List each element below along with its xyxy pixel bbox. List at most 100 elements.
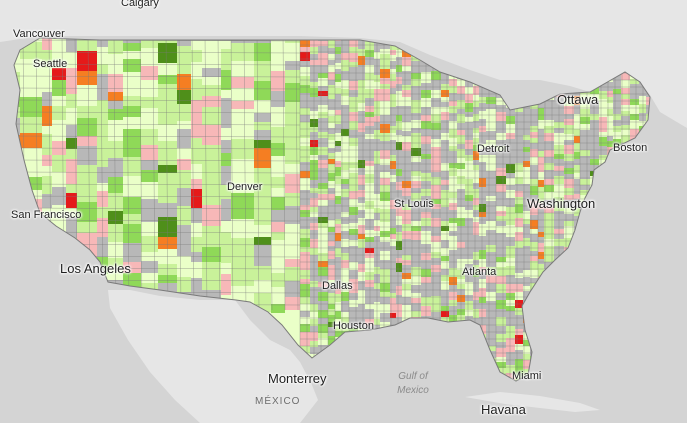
cuba-island bbox=[465, 392, 600, 412]
county-cell bbox=[506, 230, 515, 237]
county-cell bbox=[271, 127, 285, 143]
county-cell bbox=[52, 172, 66, 187]
county-cell bbox=[465, 155, 473, 161]
county-cell bbox=[349, 40, 358, 47]
county-cell bbox=[473, 318, 479, 324]
county-cell bbox=[441, 151, 449, 158]
county-cell bbox=[530, 242, 538, 251]
county-cell bbox=[358, 203, 365, 210]
county-cell bbox=[431, 258, 441, 265]
county-cell bbox=[390, 88, 396, 94]
county-cell bbox=[20, 117, 42, 133]
county-cell bbox=[254, 225, 271, 237]
county-cell bbox=[254, 130, 271, 140]
county-cell bbox=[396, 150, 402, 155]
county-cell bbox=[496, 184, 506, 192]
county-cell bbox=[564, 200, 574, 208]
county-cell bbox=[449, 129, 457, 138]
county-cell bbox=[358, 111, 365, 117]
county-cell bbox=[231, 139, 254, 159]
county-cell bbox=[530, 103, 538, 109]
county-cell bbox=[318, 147, 328, 155]
county-cell bbox=[402, 71, 411, 76]
county-cell bbox=[486, 123, 496, 131]
county-cell bbox=[365, 309, 374, 314]
county-cell bbox=[158, 63, 177, 75]
county-cell bbox=[580, 179, 590, 185]
county-cell bbox=[221, 140, 231, 153]
county-cell bbox=[396, 57, 402, 65]
county-boundary bbox=[217, 38, 221, 311]
county-cell bbox=[77, 118, 97, 136]
county-cell bbox=[590, 153, 599, 159]
county-cell bbox=[380, 89, 390, 96]
county-cell bbox=[441, 171, 449, 180]
county-cell bbox=[564, 134, 574, 140]
county-cell bbox=[341, 105, 349, 113]
county-cell bbox=[441, 226, 449, 231]
county-cell bbox=[318, 73, 328, 78]
county-cell bbox=[515, 227, 523, 232]
county-cell bbox=[358, 40, 365, 49]
county-cell bbox=[441, 311, 449, 317]
county-cell bbox=[358, 225, 365, 234]
county-cell bbox=[328, 60, 335, 65]
county-cell bbox=[523, 206, 530, 211]
county-cell bbox=[523, 211, 530, 219]
county-cell bbox=[506, 216, 515, 225]
county-cell bbox=[431, 265, 441, 272]
county-cell bbox=[349, 130, 358, 138]
county-cell bbox=[486, 292, 496, 301]
county-cell bbox=[431, 155, 441, 164]
county-cell bbox=[396, 304, 402, 309]
county-cell bbox=[449, 268, 457, 277]
county-cell bbox=[523, 360, 530, 369]
county-cell bbox=[411, 171, 421, 176]
county-cell bbox=[506, 164, 515, 173]
county-cell bbox=[523, 340, 530, 346]
county-cell bbox=[349, 223, 358, 229]
county-cell bbox=[42, 126, 52, 134]
county-cell bbox=[402, 218, 411, 224]
county-cell bbox=[473, 222, 479, 227]
county-cell bbox=[66, 77, 77, 94]
county-cell bbox=[530, 132, 538, 138]
county-cell bbox=[335, 74, 341, 82]
county-cell bbox=[411, 120, 421, 128]
county-cell bbox=[479, 325, 486, 334]
county-cell bbox=[358, 248, 365, 254]
county-cell bbox=[318, 301, 328, 310]
county-cell bbox=[254, 122, 271, 130]
county-cell bbox=[42, 106, 52, 126]
county-cell bbox=[538, 129, 544, 137]
county-cell bbox=[544, 157, 554, 163]
county-cell bbox=[530, 138, 538, 143]
county-cell bbox=[349, 215, 358, 223]
county-cell bbox=[396, 135, 402, 142]
county-cell bbox=[411, 285, 421, 293]
county-cell bbox=[486, 346, 496, 351]
county-boundary bbox=[14, 51, 301, 54]
county-cell bbox=[341, 53, 349, 60]
county-cell bbox=[328, 164, 335, 173]
county-cell bbox=[318, 236, 328, 245]
county-cell bbox=[318, 206, 328, 212]
county-cell bbox=[396, 286, 402, 295]
county-cell bbox=[254, 113, 271, 122]
county-cell bbox=[365, 126, 374, 134]
county-cell bbox=[396, 225, 402, 232]
county-cell bbox=[515, 350, 523, 359]
county-cell bbox=[544, 239, 554, 246]
county-cell bbox=[538, 252, 544, 259]
county-cell bbox=[285, 224, 303, 241]
county-cell bbox=[479, 137, 486, 144]
county-cell bbox=[564, 125, 574, 134]
county-cell bbox=[402, 151, 411, 160]
county-cell bbox=[515, 268, 523, 273]
county-cell bbox=[465, 140, 473, 149]
county-cell bbox=[231, 88, 254, 101]
county-cell bbox=[449, 146, 457, 151]
county-cell bbox=[523, 109, 530, 118]
county-cell bbox=[473, 145, 479, 151]
